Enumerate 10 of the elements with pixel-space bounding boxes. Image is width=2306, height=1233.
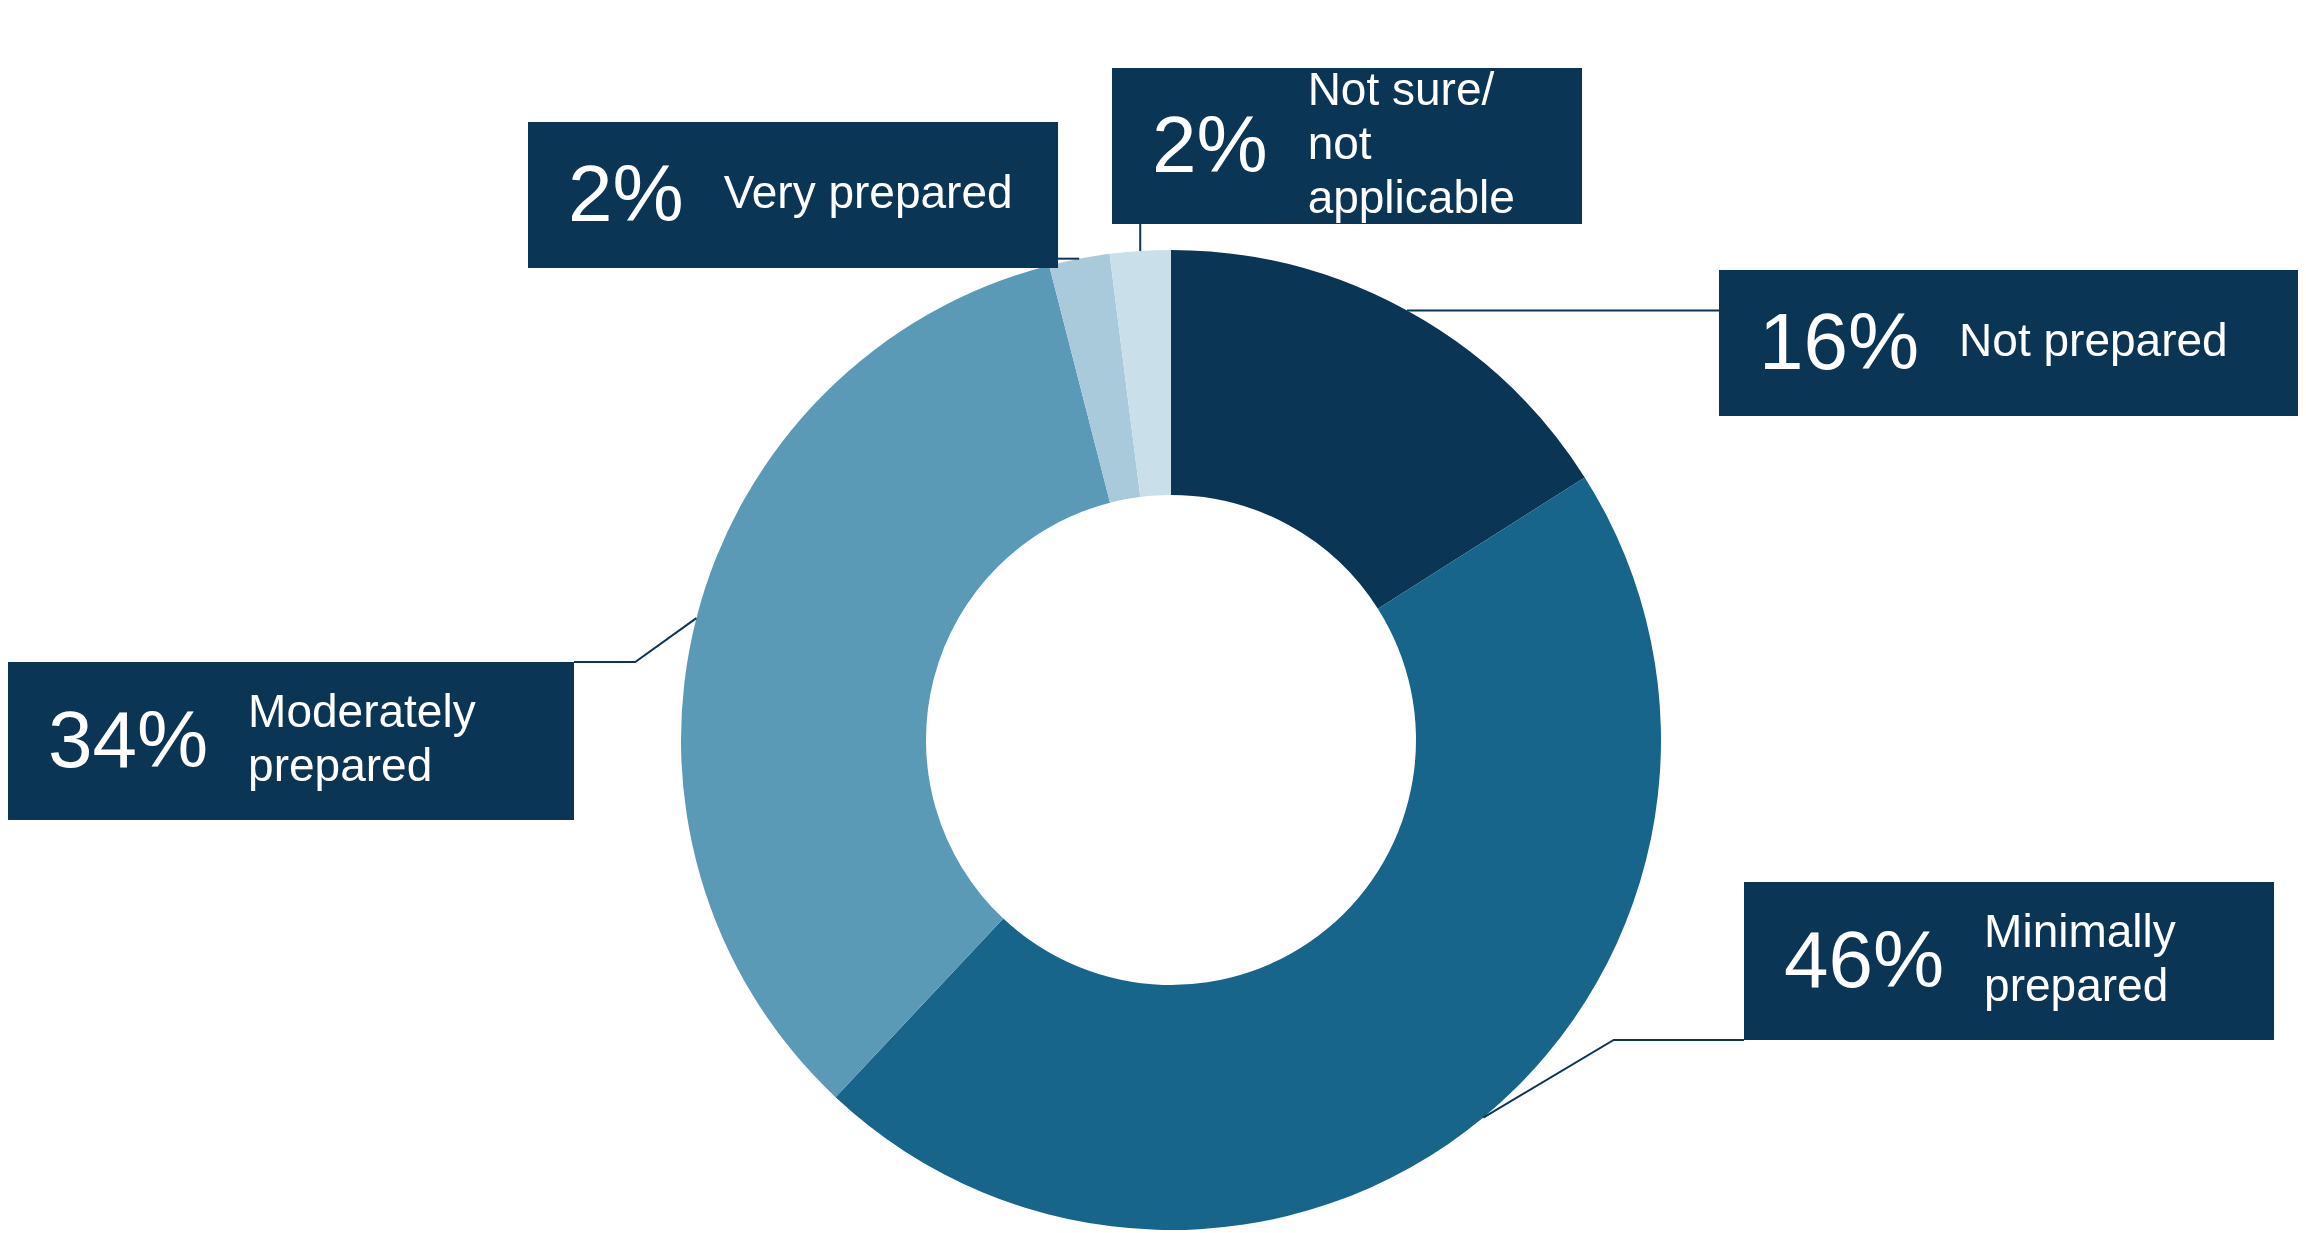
- slice-label: Moderately prepared: [248, 684, 476, 791]
- data-label: 2%: [568, 149, 684, 239]
- data-label: 46%: [1784, 915, 1945, 1005]
- slice-label: Not prepared: [1959, 313, 2228, 366]
- data-label: 16%: [1759, 297, 1920, 387]
- slice-label: Minimally prepared: [1984, 904, 2176, 1011]
- slice-label: Not sure/ not applicable: [1307, 62, 1515, 223]
- slice-label: Very prepared: [723, 165, 1013, 218]
- data-label: 2%: [1152, 100, 1268, 190]
- data-label: 34%: [48, 695, 209, 785]
